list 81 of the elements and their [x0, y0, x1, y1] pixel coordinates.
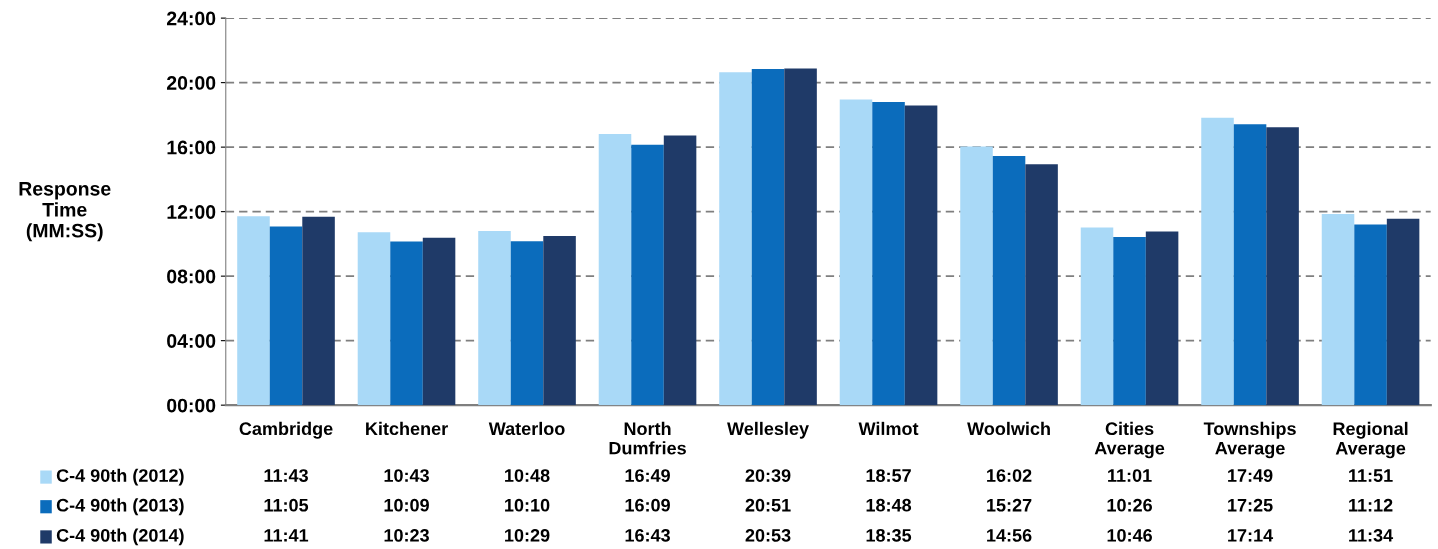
- legend-label: C-4 90th (2013): [56, 498, 184, 516]
- data-label: 10:43: [384, 469, 429, 482]
- data-label: 11:41: [264, 529, 309, 542]
- bar: [390, 241, 423, 406]
- bar: [357, 232, 391, 406]
- y-tick-label: 08:00: [167, 269, 216, 284]
- bar: [543, 236, 576, 406]
- legend-label: C-4 90th (2012): [56, 468, 184, 486]
- x-tick-label: Wilmot: [858, 421, 919, 436]
- bar: [872, 101, 905, 406]
- data-label: 10:29: [505, 528, 550, 542]
- data-label: 11:05: [264, 498, 309, 512]
- y-tick-label: 24:00: [166, 11, 216, 26]
- data-label: 11:43: [264, 469, 308, 482]
- data-label: 17:49: [1228, 469, 1273, 482]
- data-label: 17:25: [1228, 498, 1273, 512]
- data-label: 16:49: [625, 469, 670, 482]
- data-label: 16:02: [987, 469, 1032, 482]
- bar: [1025, 164, 1058, 406]
- bar: [719, 72, 752, 406]
- data-label: 11:34: [1349, 528, 1394, 542]
- y-tick-label: 16:00: [167, 140, 216, 155]
- bar: [1354, 224, 1387, 406]
- data-label: 15:27: [987, 498, 1032, 512]
- bar: [904, 105, 938, 406]
- x-tick-label: Woolwich: [967, 421, 1050, 436]
- x-tick-label: Waterloo: [488, 421, 565, 436]
- data-label: 10:48: [505, 469, 550, 482]
- data-label: 16:43: [625, 528, 670, 542]
- y-tick-label: 20:00: [166, 76, 216, 90]
- data-label: 10:46: [1107, 528, 1152, 542]
- bar: [784, 68, 817, 406]
- x-tick-label: Cambridge: [239, 421, 333, 439]
- bar: [1233, 124, 1267, 406]
- bar: [422, 237, 456, 406]
- bar: [992, 156, 1026, 406]
- bar: [663, 135, 697, 406]
- data-label: 11:01: [1108, 469, 1152, 482]
- bar: [751, 68, 785, 406]
- data-label: 10:26: [1107, 498, 1152, 512]
- bar: [302, 216, 335, 406]
- bar: [960, 146, 993, 406]
- x-tick-label: Wellesley: [727, 421, 809, 439]
- data-label: 11:12: [1349, 498, 1393, 512]
- data-label: 16:09: [625, 498, 670, 512]
- bar: [269, 226, 303, 406]
- legend-label: C-4 90th (2014): [56, 528, 184, 546]
- bar: [1201, 117, 1234, 406]
- data-label: 20:53: [745, 528, 791, 542]
- data-label: 14:56: [987, 528, 1032, 542]
- bar: [839, 99, 873, 406]
- x-tick-label: Cities Average: [1094, 421, 1165, 459]
- x-tick-label: Townships Average: [1203, 421, 1296, 459]
- bar: [510, 241, 544, 406]
- data-label: 18:48: [866, 498, 912, 512]
- bar: [631, 144, 664, 406]
- bar: [1080, 227, 1114, 406]
- y-tick-label: 12:00: [167, 205, 216, 219]
- y-tick-label: 04:00: [167, 334, 216, 348]
- bar: [1266, 127, 1299, 406]
- data-label: 10:10: [505, 498, 550, 512]
- data-label: 17:14: [1228, 529, 1274, 542]
- bar: [598, 133, 632, 406]
- x-tick-label: Kitchener: [366, 421, 448, 436]
- bar: [237, 216, 270, 406]
- bar: [1321, 214, 1355, 406]
- data-label: 10:09: [384, 498, 429, 512]
- data-label: 10:23: [384, 528, 429, 542]
- bar: [1386, 218, 1420, 406]
- data-label: 20:39: [745, 469, 791, 482]
- y-axis-title: Response Time (MM:SS): [19, 182, 111, 242]
- data-label: 18:35: [866, 528, 912, 542]
- bar: [1113, 236, 1146, 406]
- bar: [478, 230, 511, 406]
- data-label: 11:51: [1349, 469, 1393, 482]
- x-tick-label: Regional Average: [1333, 421, 1408, 459]
- x-tick-label: North Dumfries: [609, 421, 686, 455]
- bar: [1145, 231, 1179, 406]
- data-label: 20:51: [745, 498, 791, 512]
- data-label: 18:57: [866, 469, 911, 482]
- y-tick-label: 00:00: [167, 398, 216, 413]
